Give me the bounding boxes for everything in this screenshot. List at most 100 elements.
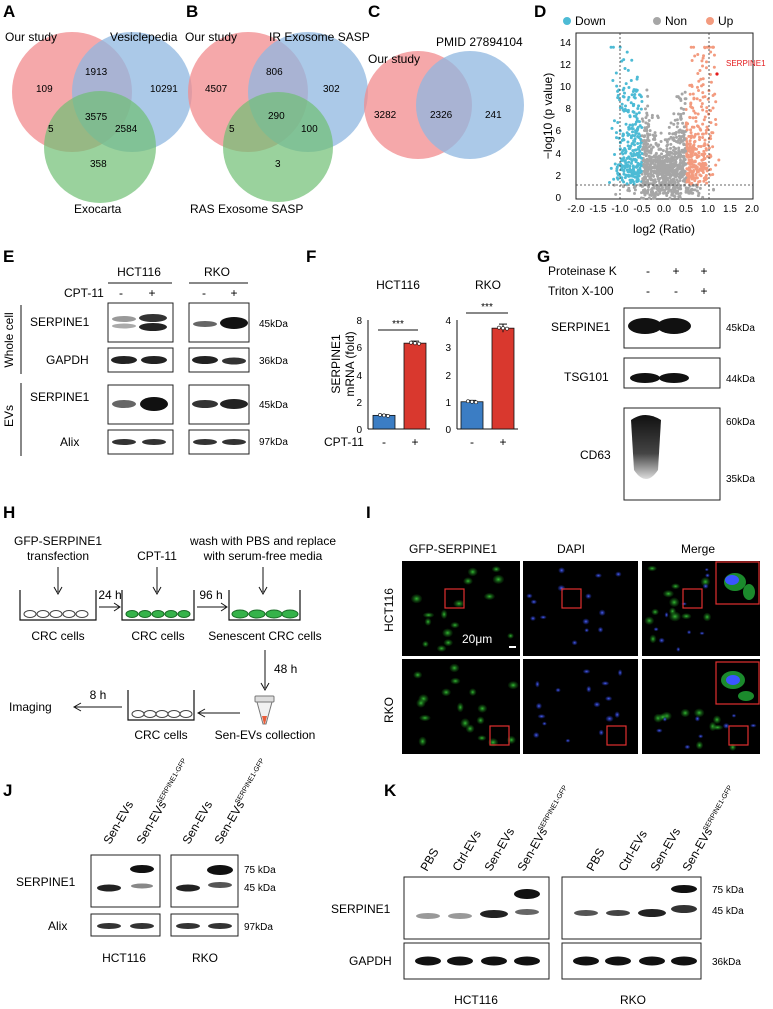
volcano-point [674,131,678,135]
panel-c: C Our study PMID 27894104 3282 2326 241 [364,2,524,159]
y-tick: 3 [445,343,451,354]
row-label: SERPINE1 [16,875,76,889]
volcano-point [685,152,689,156]
volcano-point [692,160,696,164]
volcano-point [688,145,692,149]
legend-label-down: Down [575,14,606,28]
volcano-point [708,167,712,171]
venn-b-set-1: Our study [185,30,237,44]
volcano-point [612,183,616,187]
panel-b: B Our study IR Exosome SASP RAS Exosome … [185,2,370,216]
volcano-point [695,189,699,193]
volcano-point [646,190,650,194]
volcano-point [639,137,643,141]
volcano-point [668,196,672,200]
volcano-point [643,192,647,196]
venn-a-set-3: Exocarta [74,202,122,216]
volcano-point [638,93,642,97]
volcano-point [643,134,647,138]
volcano-point [682,107,686,111]
cell [422,640,429,648]
row-label: SERPINE1 [331,902,391,916]
volcano-point [640,152,644,156]
volcano-point [653,164,657,168]
tube-icon [254,695,275,725]
volcano-point [633,134,637,138]
volcano-point [665,147,669,151]
cell [582,669,591,674]
volcano-point [633,192,637,196]
arrowhead [72,702,82,712]
volcano-point [641,119,645,123]
volcano-point [688,115,692,119]
volcano-point [685,128,689,132]
volcano-point [627,95,631,99]
volcano-point [697,168,701,172]
volcano-point [673,139,677,143]
band [131,883,153,889]
volcano-point [642,142,646,146]
volcano-point [708,173,712,177]
cell [484,592,495,600]
band [112,439,136,445]
volcano-point [685,143,689,147]
blot-box [623,357,721,389]
lane-label: Ctrl-EVs [615,828,649,874]
volcano-point [686,177,690,181]
volcano-point [609,166,613,170]
cell [555,687,561,693]
volcano-point [707,45,711,49]
cell [669,611,681,622]
band [639,956,665,966]
volcano-point [690,177,694,181]
band [657,318,691,334]
volcano-point [615,176,619,180]
replicate-point [466,399,470,404]
volcano-point [632,114,636,118]
volcano-point [696,155,700,159]
volcano-point [698,186,702,190]
volcano-point [692,143,696,147]
volcano-point [693,147,697,151]
legend-marker-non [653,17,661,25]
lane-label: Sen-EVs [679,825,715,873]
volcano-point [622,169,626,173]
volcano-point [617,88,621,92]
cell [535,680,540,688]
band [671,956,697,966]
volcano-point [679,138,683,142]
volcano-point [620,176,624,180]
volcano-point [665,150,669,154]
volcano-point [690,85,694,89]
x-tick: 1.0 [701,204,715,215]
row-label: Alix [60,435,79,449]
band [671,905,697,913]
volcano-point [634,120,638,124]
volcano-point [613,153,617,157]
cell [441,688,451,697]
volcano-point [613,162,617,166]
volcano-point [697,144,701,148]
arrowhead [260,682,270,692]
volcano-point [669,163,673,167]
panel-e: E HCT116 RKO CPT-11 - + - + [2,247,288,456]
band [480,910,508,918]
volcano-point [679,187,683,191]
cell [617,669,623,676]
cell [649,634,657,644]
volcano-point [620,163,624,167]
volcano-point [645,183,649,187]
cells-recipient [131,710,193,718]
volcano-point [630,93,634,97]
volcano-point [649,161,653,165]
lane-superscript: SERPINE1-GFP [156,757,188,805]
volcano-point [698,135,702,139]
volcano-point [612,119,616,123]
sign: + [700,264,707,278]
cell [595,573,602,578]
volcano-point [629,152,633,156]
step-label: GFP-SERPINE1 [14,534,102,548]
panel-label-e: E [3,247,14,266]
volcano-point [702,149,706,153]
volcano-point [631,89,635,93]
